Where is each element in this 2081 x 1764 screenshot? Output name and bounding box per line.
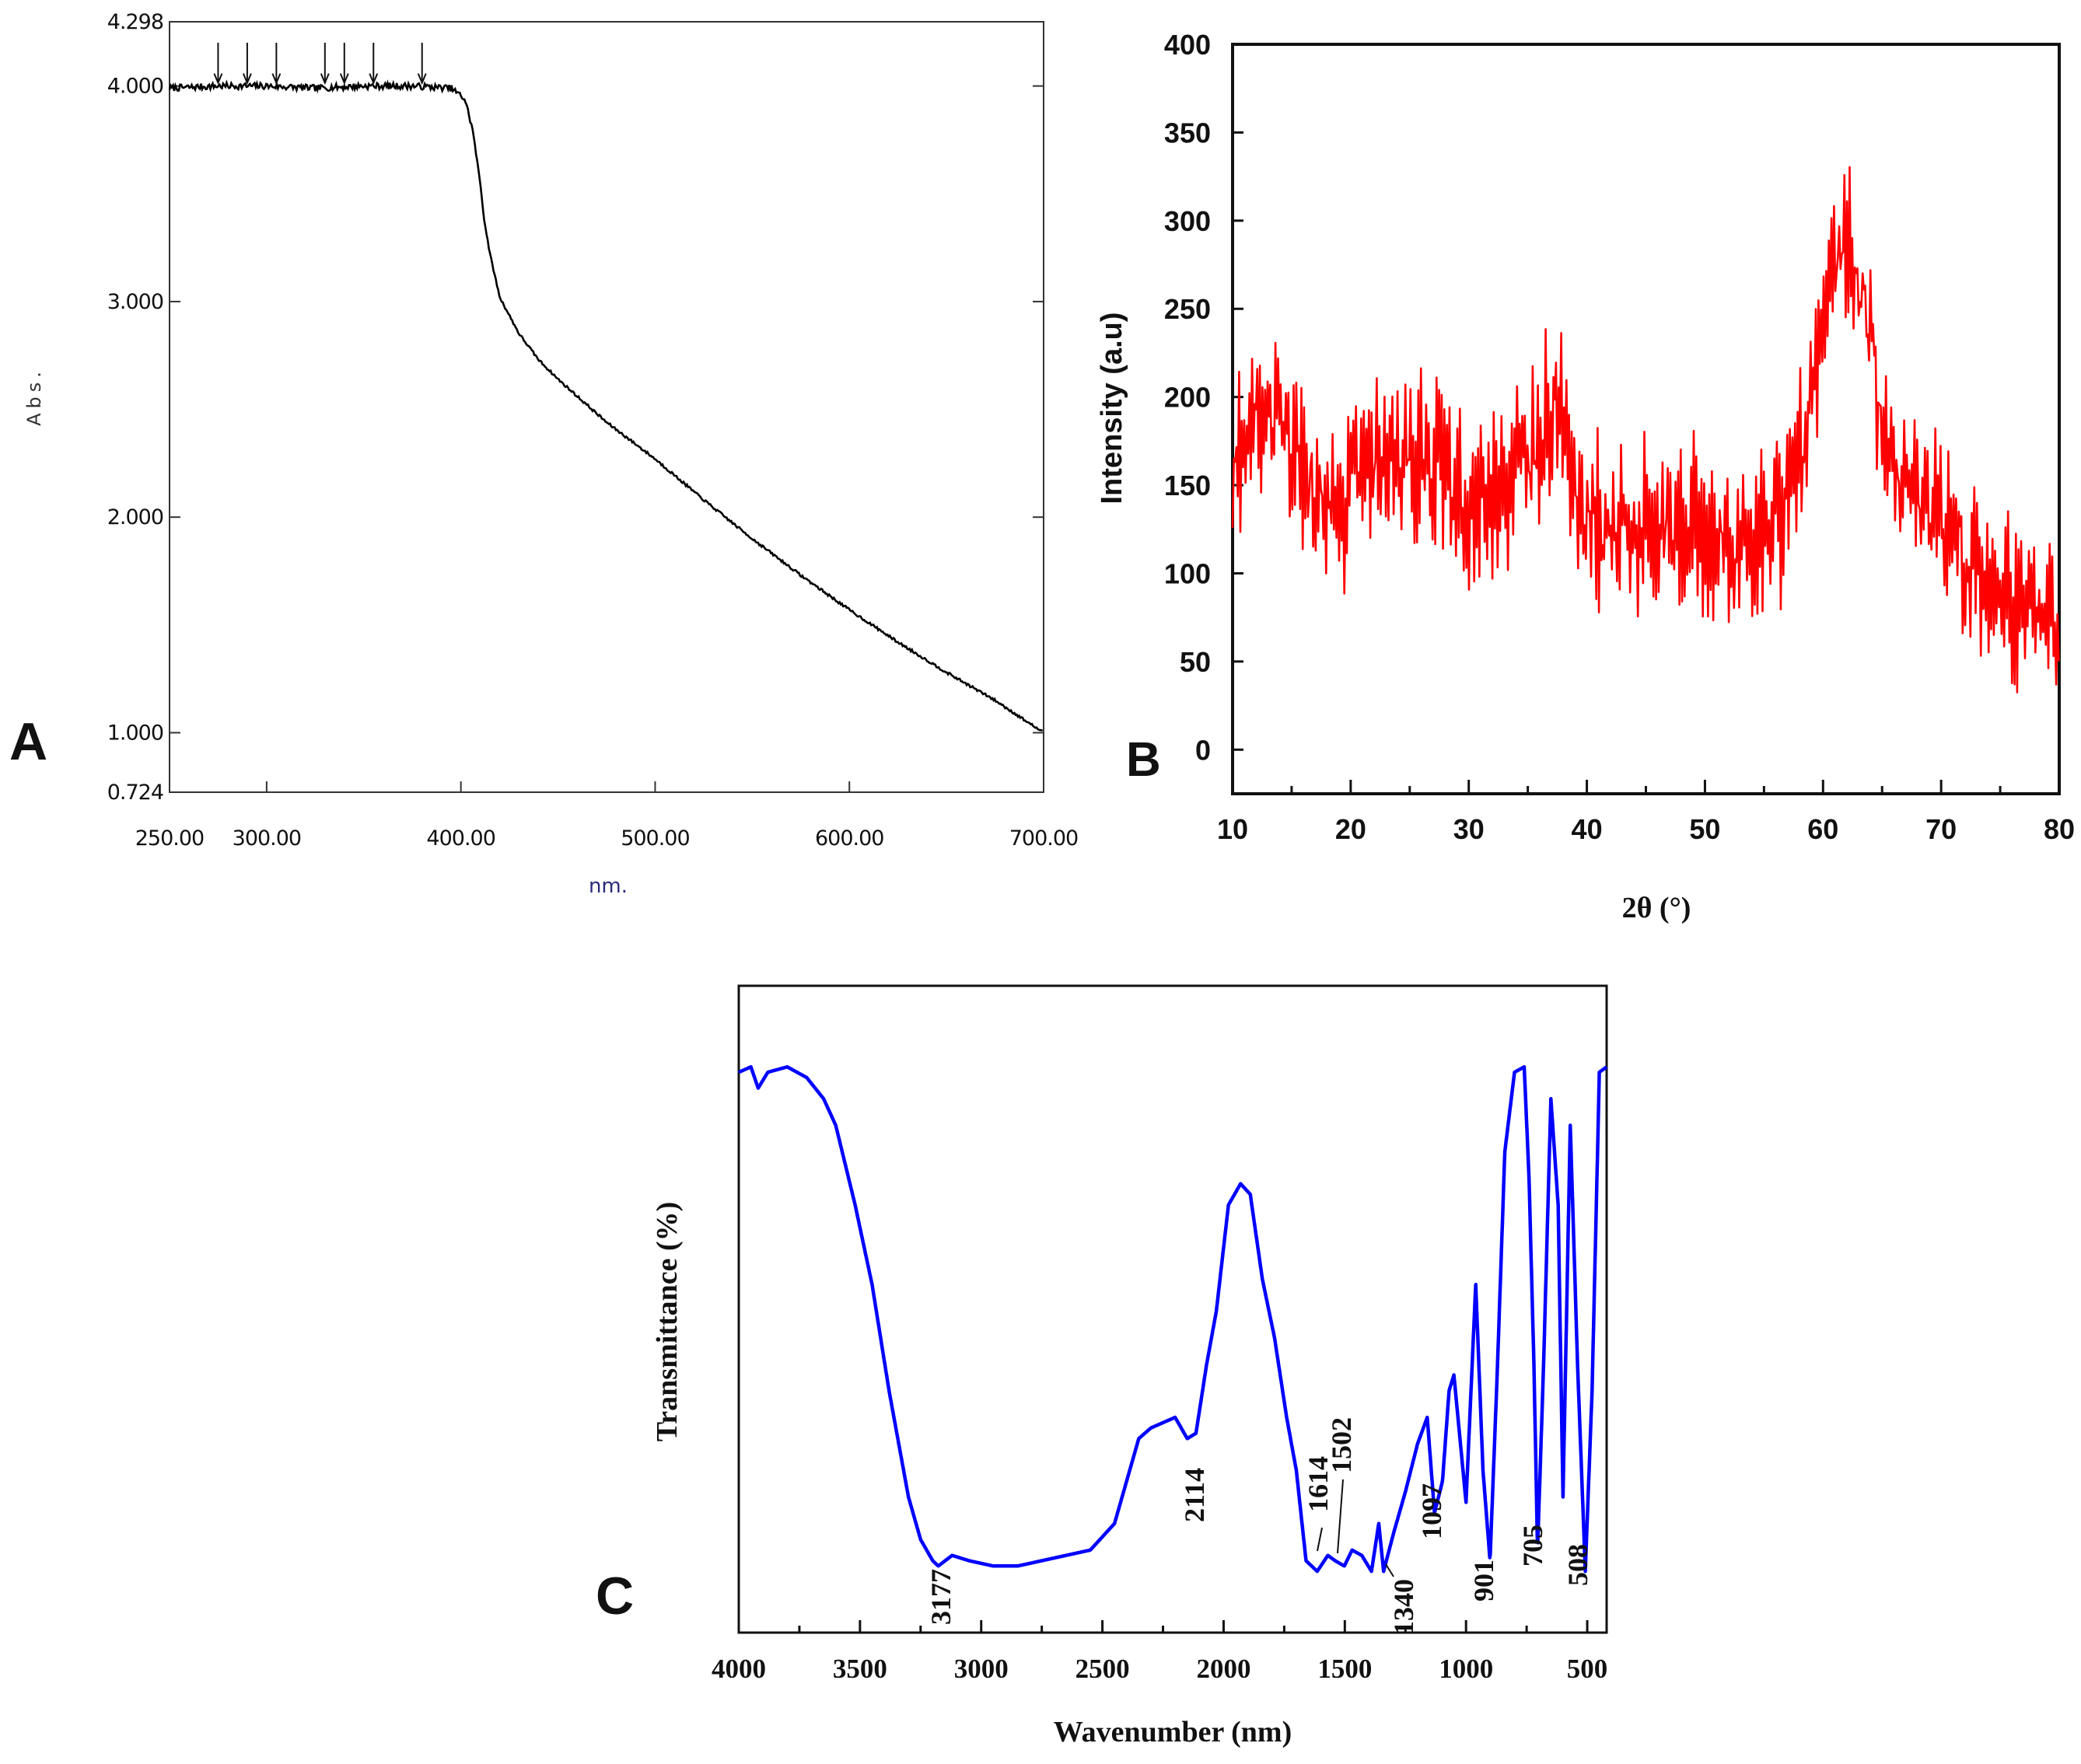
panel-a-y-tick-label: 2.000 [107, 505, 163, 529]
panel-c-x-tick-label: 2000 [1196, 1654, 1250, 1684]
panel-a-series-line [168, 79, 1044, 732]
panel-b-x-tick-label: 10 [1217, 813, 1248, 845]
panel-c-frame [737, 984, 1608, 1634]
panel-a-y-tick-label: 0.724 [107, 781, 163, 805]
panel-a-axes [169, 21, 1044, 793]
panel-b-y-tick-label: 400 [1164, 29, 1211, 61]
panel-a-y-tick-label: 1.000 [107, 721, 163, 745]
panel-b-y-tick-label: 300 [1164, 205, 1211, 237]
panel-b-series-line [1231, 166, 2060, 693]
panel-c-peak-label: 508 [1562, 1544, 1593, 1586]
panel-a-x-tick-label: 300.00 [233, 826, 301, 851]
panel-c-series-line [737, 1065, 1608, 1574]
panel-b-x-tick-label: 40 [1572, 813, 1603, 845]
panel-c-annotation-pointer [1317, 1527, 1323, 1552]
panel-c-x-tick-label: 2500 [1075, 1654, 1130, 1684]
panel-b-y-tick-label: 100 [1164, 557, 1211, 589]
panel-a-peak-arrowhead [339, 73, 349, 86]
panel-a-peak-arrowhead [320, 73, 330, 86]
panel-a-peak-arrowhead [242, 73, 252, 86]
panel-b-x-tick-label: 50 [1689, 813, 1720, 845]
panel-c-peak-label: 1502 [1326, 1417, 1357, 1473]
panel-b-x-tick-label: 80 [2044, 813, 2075, 845]
panel-b-y-tick-label: 200 [1164, 382, 1211, 414]
panel-a-x-tick-label: 600.00 [815, 826, 883, 851]
panel-b-letter: B [1126, 733, 1161, 787]
panel-a-letter: A [9, 712, 47, 771]
panel-c-x-tick-label: 500 [1567, 1654, 1608, 1684]
panel-a-y-tick-label: 4.298 [107, 10, 163, 34]
panel-c: 4000 3500 3000 2500 2000 1500 1000 500 3177 2114… [596, 984, 1608, 1748]
panel-c-peak-label: 1614 [1303, 1456, 1334, 1512]
panel-a-x-tick-label: 400.00 [426, 826, 495, 851]
panel-a-x-axis-label: nm. [589, 875, 628, 898]
panel-a-y-tick-label: 4.000 [107, 75, 163, 99]
panel-c-peak-label: 901 [1468, 1560, 1499, 1602]
panel-c-peak-label: 3177 [925, 1569, 957, 1625]
panel-a-y-axis-label: Abs. [23, 367, 45, 426]
panel-a-peak-arrowhead [369, 73, 379, 86]
panel-c-plot-area [737, 1065, 1608, 1574]
panel-b-plot-area [1231, 166, 2060, 693]
panel-c-x-tick-label: 1000 [1439, 1654, 1493, 1684]
panel-c-peak-label: 1340 [1388, 1579, 1419, 1635]
panel-a-frame [169, 21, 1044, 793]
panel-c-x-tick-label: 3500 [833, 1654, 887, 1684]
panel-c-tick-labels: 4000 3500 3000 2500 2000 1500 1000 500 [712, 1654, 1607, 1684]
panel-c-letter: C [596, 1567, 634, 1626]
panel-b: 0 50 100 150 200 250 300 350 400 10 20 30 40 50 60 70 80… [1096, 29, 2075, 924]
panel-b-x-tick-label: 30 [1453, 813, 1485, 845]
panel-a-peak-arrowhead [213, 73, 223, 86]
panel-b-x-tick-label: 70 [1925, 813, 1957, 845]
panel-c-x-tick-label: 4000 [712, 1654, 766, 1684]
panel-b-x-axis-label: 2θ (°) [1622, 892, 1691, 924]
panel-a-x-tick-label: 500.00 [621, 826, 689, 851]
panel-c-peak-label: 705 [1517, 1525, 1548, 1567]
panel-c-x-tick-label: 1500 [1317, 1654, 1372, 1684]
panel-a-peak-arrowhead [271, 73, 282, 86]
panel-c-axes [737, 984, 1608, 1634]
panel-c-peak-label: 2114 [1179, 1468, 1210, 1522]
panel-a-x-tick-label: 250.00 [135, 826, 204, 851]
panel-a: 0.724 1.000 2.000 3.000 4.000 4.298 250.00 300.… [9, 10, 1079, 898]
panel-a-tick-labels: 0.724 1.000 2.000 3.000 4.000 4.298 250.00 300.… [107, 10, 1079, 851]
panel-b-y-tick-label: 150 [1164, 470, 1211, 501]
panel-b-y-tick-label: 350 [1164, 117, 1211, 148]
panel-b-y-tick-label: 250 [1164, 293, 1211, 325]
panel-c-x-tick-label: 3000 [954, 1654, 1009, 1684]
panel-b-y-axis-label: Intensity (a.u) [1096, 312, 1128, 504]
panel-b-x-tick-label: 20 [1335, 813, 1366, 845]
panel-c-x-axis-label: Wavenumber (nm) [1054, 1716, 1292, 1748]
panel-a-y-tick-label: 3.000 [107, 290, 163, 314]
panel-c-peak-label: 1097 [1416, 1483, 1447, 1539]
panel-a-x-tick-label: 700.00 [1009, 826, 1078, 851]
panel-b-y-tick-label: 50 [1180, 646, 1211, 678]
panel-c-annotation-pointer [1385, 1563, 1394, 1577]
panel-b-y-tick-label: 0 [1195, 734, 1211, 766]
panel-a-peak-arrowhead [417, 73, 427, 86]
panel-b-x-tick-label: 60 [1807, 813, 1838, 845]
panel-c-y-axis-label: Transmittance (%) [651, 1202, 684, 1442]
panel-c-annotation-pointer [1337, 1479, 1344, 1554]
panel-a-plot-area [168, 43, 1044, 732]
panel-b-tick-labels: 0 50 100 150 200 250 300 350 400 10 20 30 40 50 60 70 80 [1164, 29, 2075, 845]
